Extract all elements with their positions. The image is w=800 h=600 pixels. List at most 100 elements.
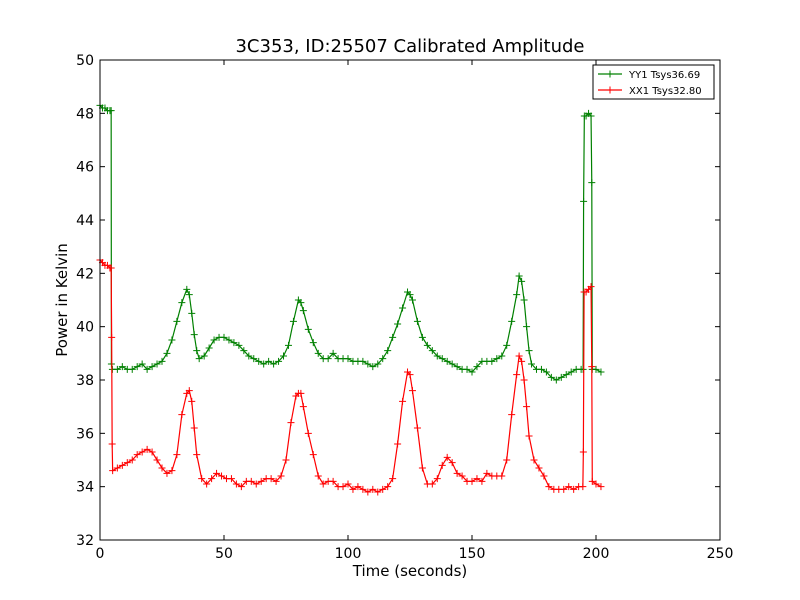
data-point-marker (428, 347, 436, 355)
data-point-marker (542, 368, 550, 376)
y-axis-label: Power in Kelvin (53, 243, 71, 357)
data-point-marker (592, 365, 600, 373)
data-point-marker (220, 333, 228, 341)
legend-box (592, 64, 715, 100)
data-point-marker (557, 373, 565, 381)
data-point-marker (252, 480, 260, 488)
data-point-marker (198, 475, 206, 483)
data-point-marker (525, 432, 533, 440)
data-point-marker (540, 472, 548, 480)
data-point-marker (188, 309, 196, 317)
data-point-marker (588, 179, 596, 187)
x-tick-label: 150 (459, 546, 486, 562)
data-point-marker (438, 355, 446, 363)
data-point-marker (413, 424, 421, 432)
data-point-marker (508, 317, 516, 325)
data-point-marker (168, 467, 176, 475)
data-point-marker (247, 477, 255, 485)
data-point-marker (394, 320, 402, 328)
data-point-marker (203, 480, 211, 488)
data-point-marker (597, 368, 605, 376)
data-point-marker (458, 472, 466, 480)
data-point-marker (324, 355, 332, 363)
data-point-marker (287, 419, 295, 427)
data-point-marker (349, 485, 357, 493)
data-point-marker (560, 485, 568, 493)
data-point-marker (523, 403, 531, 411)
data-point-marker (265, 357, 273, 365)
data-point-marker (128, 456, 136, 464)
data-point-marker (329, 349, 337, 357)
data-point-marker (530, 456, 538, 464)
data-point-marker (270, 360, 278, 368)
data-point-marker (148, 363, 156, 371)
data-point-marker (237, 483, 245, 491)
data-point-marker (488, 357, 496, 365)
data-point-marker (453, 363, 461, 371)
x-tick-label: 50 (215, 546, 233, 562)
data-point-marker (148, 448, 156, 456)
data-point-marker (513, 291, 521, 299)
data-point-marker (230, 339, 238, 347)
data-point-marker (448, 459, 456, 467)
data-point-marker (473, 363, 481, 371)
y-tick-label: 42 (76, 266, 94, 282)
data-point-marker (240, 347, 248, 355)
data-point-marker (218, 472, 226, 480)
data-point-marker (379, 355, 387, 363)
data-point-marker (520, 376, 528, 384)
data-point-marker (297, 389, 305, 397)
data-point-marker (289, 317, 297, 325)
data-point-marker (592, 480, 600, 488)
data-point-marker (364, 360, 372, 368)
data-point-marker (213, 469, 221, 477)
data-point-marker (515, 272, 523, 280)
data-point-marker (272, 477, 280, 485)
data-point-marker (394, 440, 402, 448)
data-point-marker (227, 475, 235, 483)
data-point-marker (579, 483, 587, 491)
data-point-marker (389, 333, 397, 341)
data-point-marker (515, 352, 523, 360)
data-point-marker (344, 480, 352, 488)
data-point-marker (138, 448, 146, 456)
data-point-marker (473, 475, 481, 483)
series-layer (96, 101, 605, 496)
data-point-marker (193, 451, 201, 459)
data-point-marker (565, 483, 573, 491)
data-point-marker (503, 456, 511, 464)
data-point-marker (257, 477, 265, 485)
data-point-marker (453, 469, 461, 477)
data-point-marker (108, 440, 116, 448)
data-point-marker (518, 357, 526, 365)
data-point-marker (280, 352, 288, 360)
data-point-marker (384, 483, 392, 491)
data-point-marker (503, 341, 511, 349)
data-point-marker (232, 480, 240, 488)
data-point-marker (210, 336, 218, 344)
data-point-marker (528, 360, 536, 368)
data-point-marker (588, 363, 596, 371)
data-point-marker (195, 355, 203, 363)
data-point-marker (579, 448, 587, 456)
data-point-marker (225, 336, 233, 344)
data-point-marker (245, 352, 253, 360)
data-point-marker (173, 317, 181, 325)
data-point-marker (319, 480, 327, 488)
data-point-marker (190, 424, 198, 432)
data-point-marker (250, 355, 258, 363)
data-point-marker (299, 307, 307, 315)
data-point-marker (483, 469, 491, 477)
data-point-marker (133, 363, 141, 371)
data-point-marker (158, 464, 166, 472)
data-point-marker (118, 363, 126, 371)
data-point-marker (525, 347, 533, 355)
data-point-marker (138, 360, 146, 368)
data-point-marker (163, 349, 171, 357)
data-point-marker (107, 107, 115, 115)
legend-label: YY1 Tsys36.69 (628, 70, 700, 81)
legend-entries: YY1 Tsys36.69 XX1 Tsys32.80 (598, 70, 702, 97)
data-point-marker (493, 355, 501, 363)
data-point-marker (178, 299, 186, 307)
